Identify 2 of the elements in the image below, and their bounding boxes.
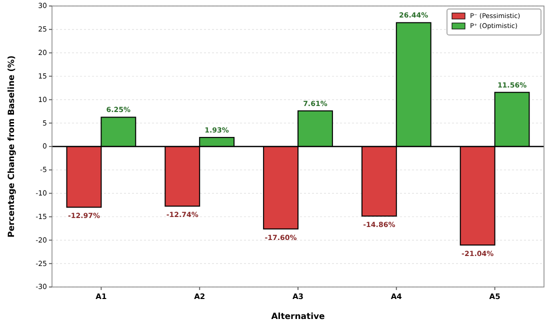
y-axis-title: Percentage Change from Baseline (%) <box>7 55 17 238</box>
x-axis-title: Alternative <box>271 312 326 322</box>
